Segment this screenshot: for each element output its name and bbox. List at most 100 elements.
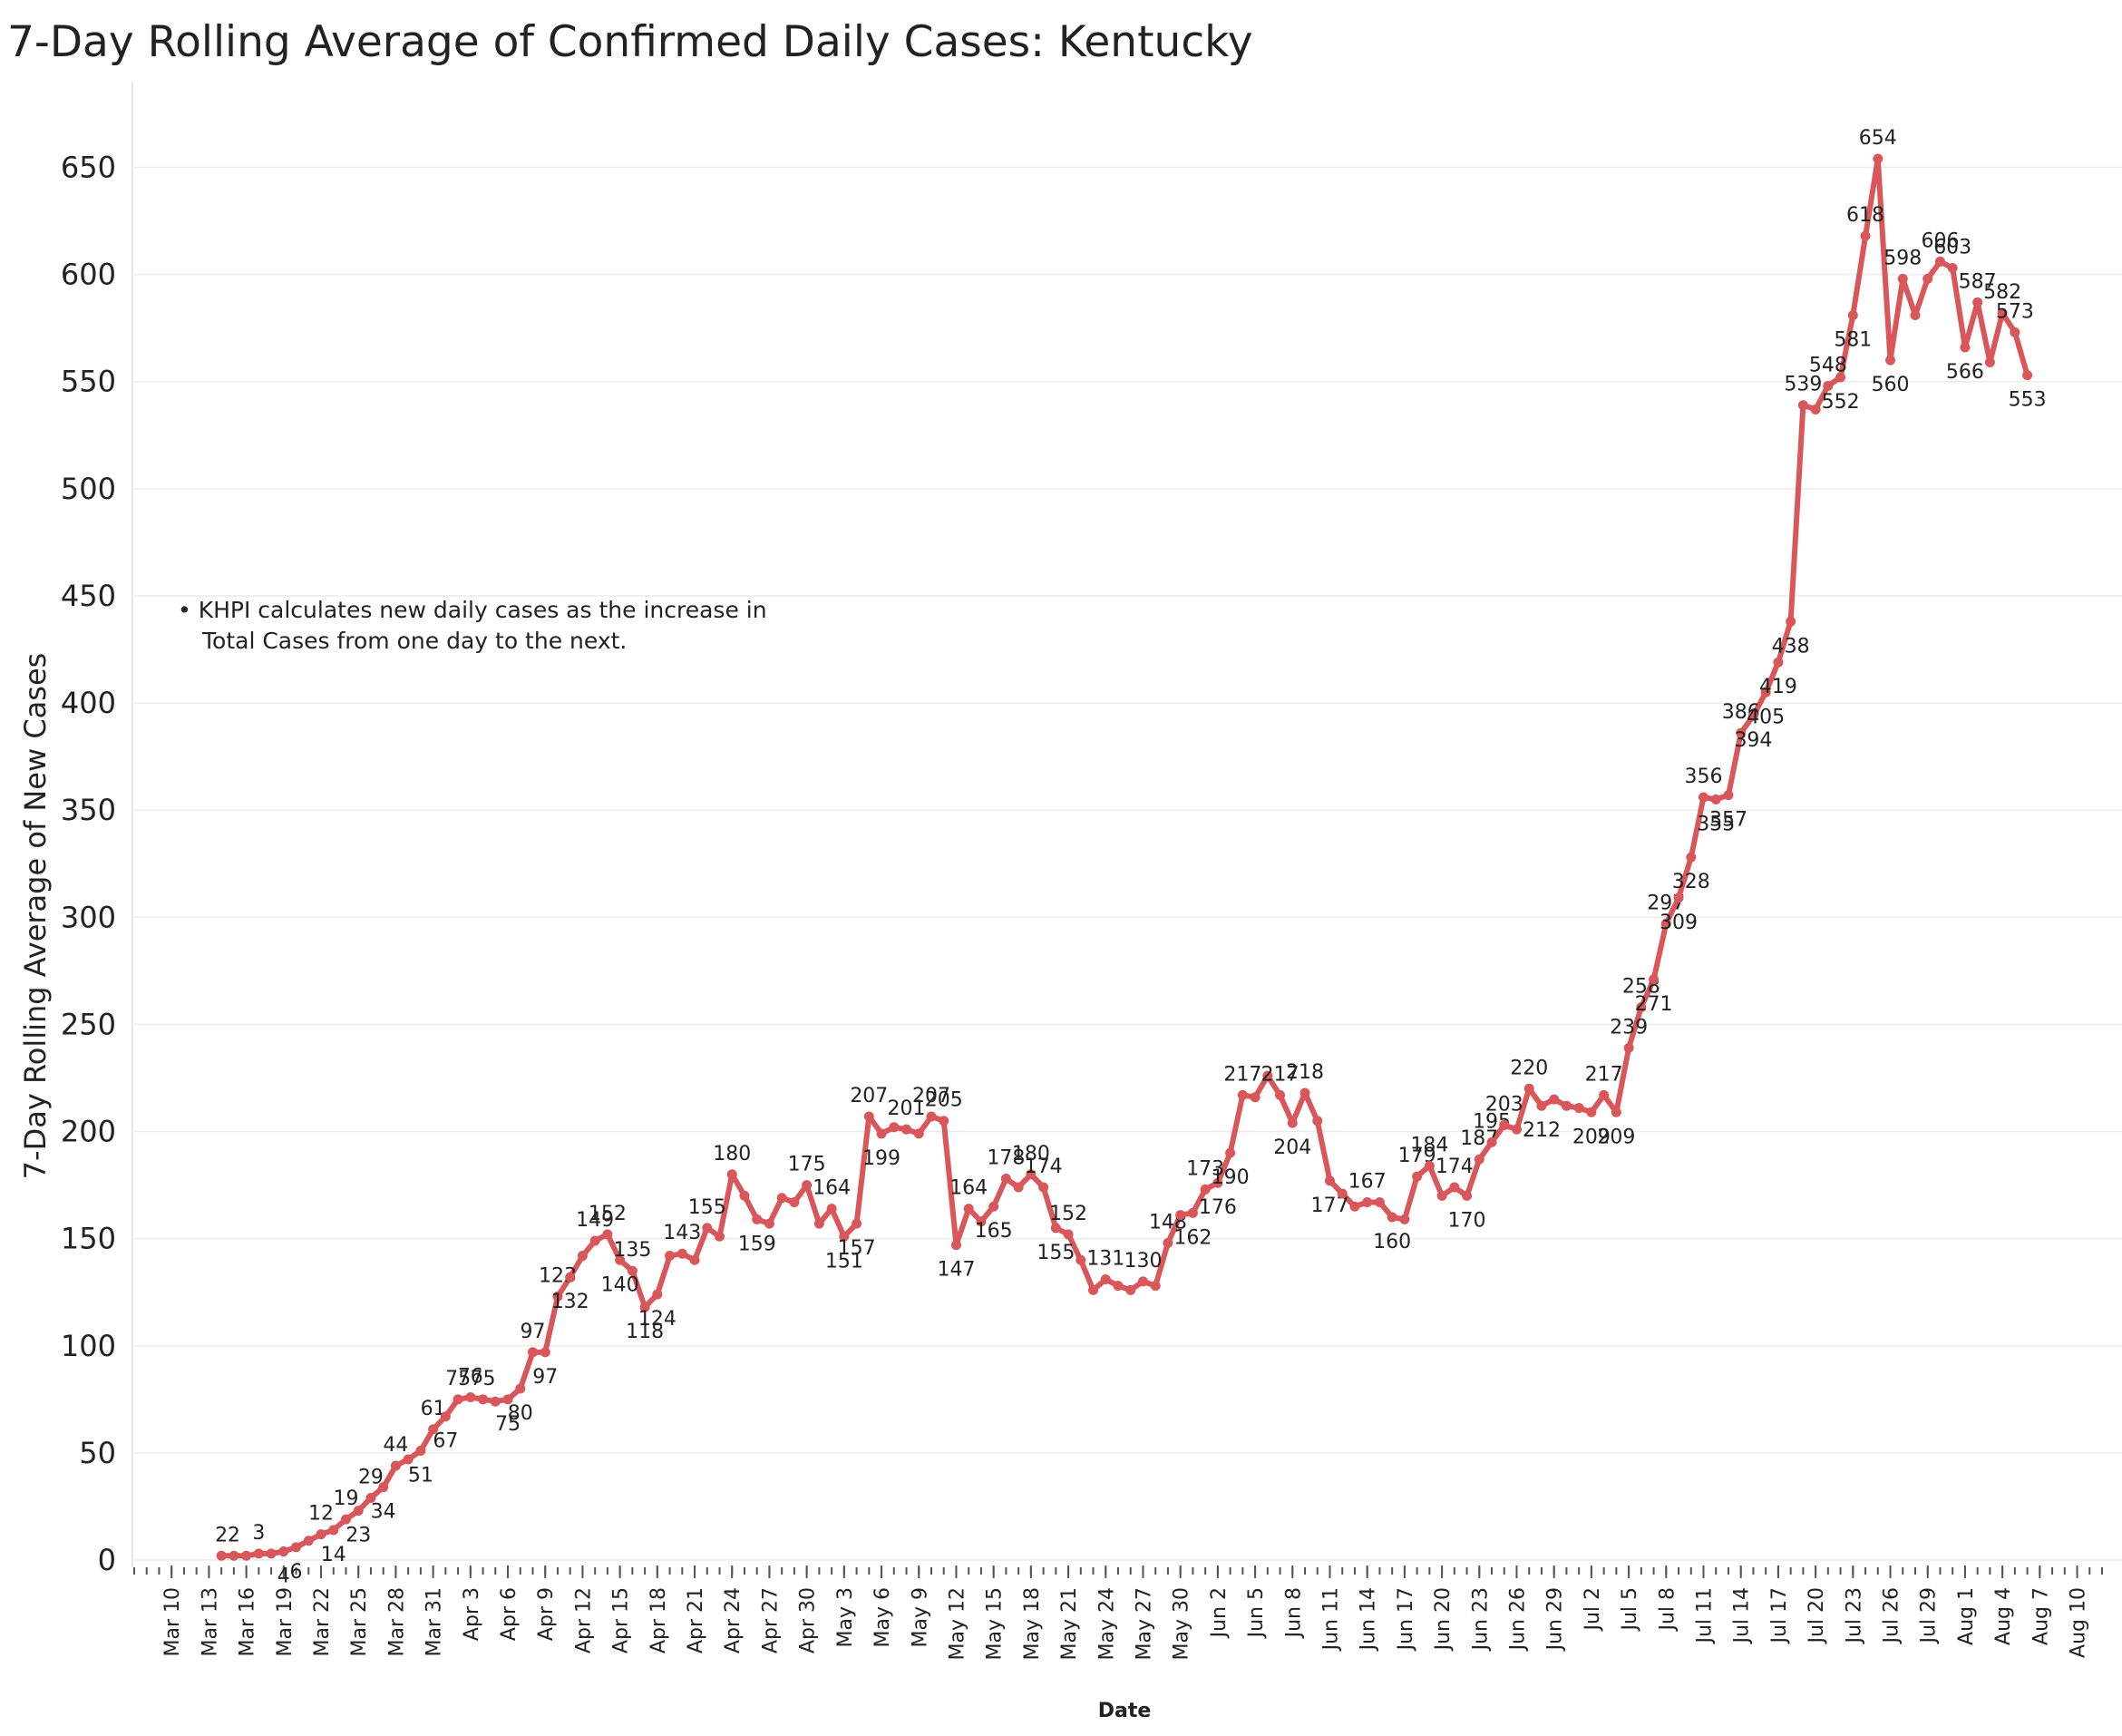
data-label: 97 [532,1366,558,1389]
data-label: 164 [949,1177,988,1200]
x-tick-label: Jun 20 [1432,1587,1455,1652]
data-point [2022,370,2033,381]
data-label: 44 [383,1434,408,1457]
data-point [1175,1210,1186,1221]
data-label: 190 [1212,1166,1250,1189]
data-point [950,1240,961,1251]
data-point [1947,263,1958,274]
data-point [1225,1147,1236,1158]
data-label: 220 [1510,1057,1548,1079]
data-label: 573 [1996,300,2034,323]
data-point [988,1201,999,1212]
data-point [403,1454,414,1465]
data-point [876,1128,887,1139]
data-point [1050,1223,1061,1234]
data-point [328,1525,339,1536]
data-label: 75 [495,1413,521,1436]
data-label: 67 [433,1430,458,1453]
data-point [1786,616,1796,627]
data-point [390,1460,401,1471]
data-point [602,1229,613,1240]
data-label: 581 [1834,328,1872,351]
data-point [1299,1087,1310,1098]
data-point [1163,1237,1173,1248]
data-label: 19 [333,1487,358,1510]
data-point [540,1347,550,1358]
x-tick-label: Jul 29 [1918,1587,1941,1645]
y-tick-label: 100 [61,1329,116,1363]
data-point [939,1116,949,1126]
data-label: 357 [1709,809,1747,832]
data-point [1387,1212,1397,1223]
data-point [826,1204,837,1214]
x-tick-label: Jul 23 [1843,1587,1865,1645]
data-label: 217 [1261,1063,1299,1086]
data-label: 6 [290,1561,303,1584]
x-tick-label: Apr 3 [461,1587,483,1641]
x-tick-label: Jun 2 [1208,1587,1231,1639]
data-point [1910,309,1921,320]
x-tick-label: Jul 26 [1881,1587,1903,1645]
x-tick-label: Apr 12 [572,1587,595,1653]
data-point [789,1196,800,1207]
data-label: 218 [1286,1061,1324,1084]
data-point [627,1265,638,1276]
x-tick-label: Aug 4 [1992,1587,2015,1645]
x-tick-label: May 9 [909,1587,931,1647]
data-point [665,1251,676,1262]
data-label: 176 [1199,1196,1237,1219]
data-point [1623,1042,1634,1053]
data-point [1063,1229,1074,1240]
data-label: 2 [228,1524,240,1546]
x-tick-label: Apr 30 [797,1587,820,1653]
data-point [839,1231,850,1242]
data-point [1810,404,1821,414]
data-label: 201 [888,1097,926,1120]
data-label: 566 [1946,361,1984,384]
data-point [278,1546,289,1557]
y-tick-label: 250 [61,1007,116,1041]
y-tick-label: 450 [61,579,116,613]
data-label: 131 [1086,1248,1124,1271]
x-tick-label: May 27 [1133,1587,1155,1660]
x-tick-label: May 15 [984,1587,1007,1660]
data-label: 3 [252,1522,265,1545]
data-point [1660,918,1671,929]
data-point [1038,1182,1049,1193]
data-point [615,1254,626,1265]
data-point [1549,1094,1560,1105]
data-label: 180 [713,1143,751,1165]
data-label: 173 [1186,1157,1224,1180]
data-label: 419 [1759,676,1797,698]
data-point [1561,1100,1572,1111]
data-label: 175 [788,1154,826,1176]
data-point [1150,1281,1161,1292]
x-tick-label: Aug 7 [2030,1587,2052,1645]
data-point [1984,356,1995,367]
data-point [1200,1184,1211,1195]
data-point [478,1394,489,1405]
y-tick-label: 350 [61,793,116,827]
data-point [552,1291,563,1302]
data-point [1287,1117,1298,1128]
x-tick-label: Apr 24 [722,1587,745,1653]
data-point [1960,342,1971,353]
x-tick-label: Aug 1 [1955,1587,1978,1645]
data-label: 12 [308,1503,334,1526]
data-point [577,1251,588,1262]
x-tick-label: May 24 [1095,1587,1118,1660]
data-label: 147 [937,1259,975,1282]
data-point [726,1169,737,1180]
data-point [889,1122,900,1133]
data-point [715,1231,725,1242]
x-tick-label: Jun 5 [1245,1587,1268,1639]
data-point [502,1394,513,1405]
data-label: 606 [1921,229,1959,252]
data-point [365,1492,376,1503]
data-label: 271 [1635,993,1673,1016]
data-label: 654 [1859,127,1897,150]
x-tick-label: Mar 16 [237,1587,259,1657]
data-label: 151 [825,1250,863,1273]
data-label: 539 [1784,374,1822,396]
